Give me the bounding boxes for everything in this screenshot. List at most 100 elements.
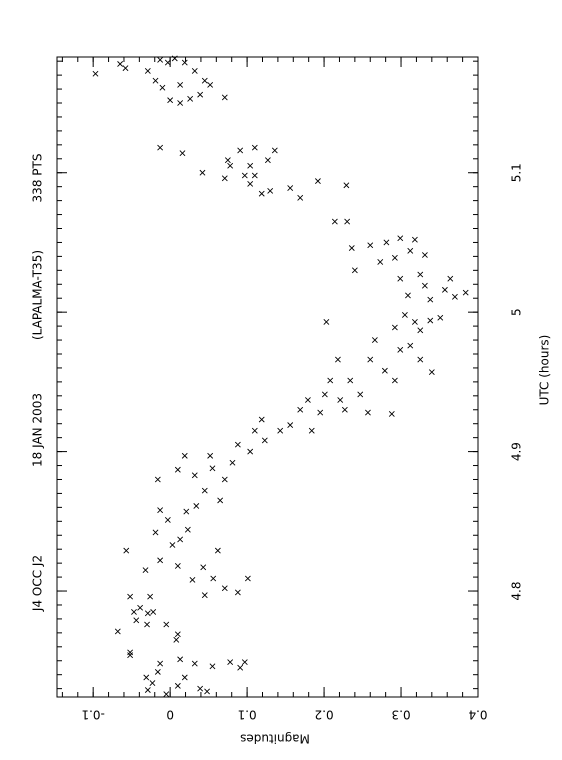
data-point [314,178,321,185]
data-point [157,144,164,151]
data-point [207,81,214,88]
data-point [167,97,174,104]
data-point [247,162,254,169]
data-point [397,346,404,353]
y-tick-label: 0.3 [391,708,410,722]
data-point [391,254,398,261]
x-tick-label: 5.1 [510,163,524,182]
data-point [308,427,315,434]
data-point [142,567,149,574]
data-point [127,652,134,659]
data-point [154,476,161,483]
data-point [397,235,404,242]
data-point [201,77,208,84]
data-point [191,472,198,479]
data-point [177,656,184,663]
data-point [191,660,198,667]
data-point [224,157,231,164]
data-point [401,312,408,318]
data-point [367,242,374,249]
data-point [251,144,258,151]
y-tick-label: -0.1 [81,708,104,722]
data-point [321,391,328,398]
x-tick-label: 4.9 [510,442,524,461]
data-point [229,459,236,466]
data-point [177,81,184,88]
data-point [221,94,228,101]
title-part: 18 JAN 2003 [31,393,45,467]
data-point [447,275,454,282]
data-point [258,190,265,197]
title-part: (LAPALMA-T35) [31,250,45,340]
data-point [388,411,395,417]
data-point [407,247,414,254]
data-point [405,292,411,299]
data-point [427,317,434,324]
data-point [181,59,188,66]
data-point [200,564,207,571]
data-point [227,659,234,666]
data-point [327,377,334,384]
data-point [117,61,124,67]
data-point [154,668,161,675]
data-point [201,592,208,599]
data-point [144,687,151,693]
data-point [377,259,384,265]
data-point [277,427,284,434]
data-point [174,631,181,638]
data-point [144,610,151,617]
data-point [348,245,355,251]
data-point [209,663,216,670]
data-point [147,593,154,600]
data-point [133,617,140,624]
data-point [437,314,444,321]
data-point [411,236,418,243]
data-point [357,391,364,398]
data-point [143,674,150,681]
data-point [159,84,166,91]
data-point [127,593,134,600]
data-point [287,422,294,429]
data-point [184,526,191,533]
data-point [227,162,234,169]
data-point [189,576,196,583]
data-point [271,147,278,154]
data-point [163,691,170,698]
data-point [462,289,469,296]
x-tick-label: 4.8 [510,581,524,600]
data-point [341,406,348,413]
data-point [237,664,244,671]
title-part: 338 PTS [31,154,45,203]
data-point [174,466,181,473]
data-point [177,536,184,543]
data-point [383,239,390,246]
data-point [391,324,398,331]
data-point [207,452,214,459]
data-point [351,267,358,274]
data-point [197,91,204,98]
data-point [137,604,144,611]
data-point [164,59,171,66]
data-point [214,547,221,554]
data-point [157,507,164,514]
data-point [343,182,350,189]
data-point [177,100,184,106]
data-point [421,282,428,289]
data-point [197,685,204,692]
data-point [150,609,157,615]
data-point [221,476,228,483]
data-point [417,271,424,278]
data-point [247,448,254,455]
data-point [261,437,268,444]
data-point [221,175,228,182]
data-point [149,680,156,686]
data-point [251,172,258,179]
data-point [335,356,341,363]
data-point [221,585,228,592]
data-point [157,557,164,564]
data-point [427,296,434,303]
data-point [131,609,137,615]
data-point [181,452,188,459]
data-point [191,68,198,74]
